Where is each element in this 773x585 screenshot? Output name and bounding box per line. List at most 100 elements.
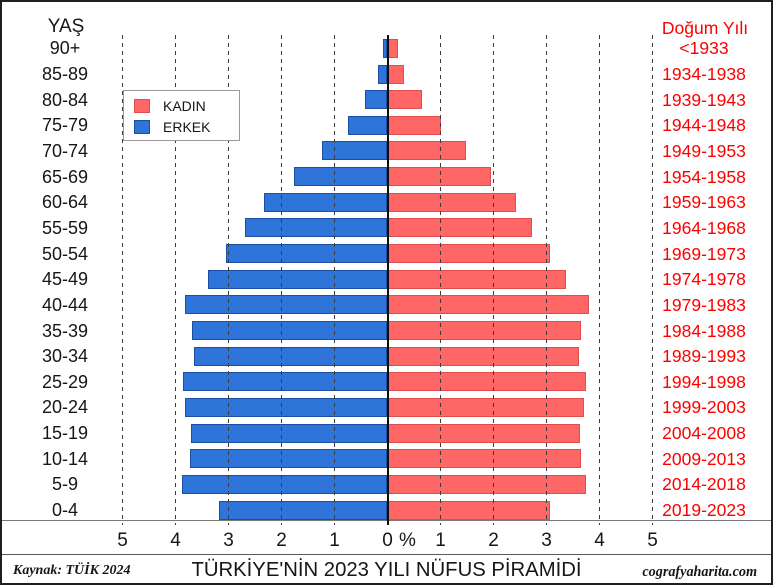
footer-separator-line <box>2 553 771 556</box>
age-label-65-69: 65-69 <box>41 166 89 187</box>
age-label-10-14: 10-14 <box>41 448 89 469</box>
gridline-left-4 <box>174 35 177 525</box>
gridline-left-5 <box>121 35 124 525</box>
bar-female-75-79 <box>387 115 441 135</box>
birth-year-label-2: 1939-1943 <box>662 89 746 110</box>
age-label-55-59: 55-59 <box>41 217 89 238</box>
age-label-80-84: 80-84 <box>41 89 89 110</box>
legend: KADIN ERKEK <box>123 90 240 141</box>
bar-female-45-49 <box>387 269 566 289</box>
x-axis-percent-symbol: % <box>399 530 416 551</box>
x-tick-zero: 0 <box>382 530 393 551</box>
gridline-right-5 <box>651 35 654 525</box>
birth-year-label-4: 1949-1953 <box>662 140 746 161</box>
gridline-right-2 <box>492 35 495 525</box>
birth-year-label-14: 1999-2003 <box>662 397 746 418</box>
bar-male-5-9 <box>181 474 388 494</box>
legend-label-male: ERKEK <box>163 119 211 135</box>
x-tick-left-4: 4 <box>170 530 181 551</box>
bar-female-85-89 <box>387 64 405 84</box>
age-label-50-54: 50-54 <box>41 243 89 264</box>
age-label-60-64: 60-64 <box>41 192 89 213</box>
bar-male-45-49 <box>207 269 388 289</box>
zero-axis-line <box>386 35 389 525</box>
legend-label-female: KADIN <box>163 98 206 114</box>
bar-female-40-44 <box>387 295 589 315</box>
bar-female-5-9 <box>387 474 586 494</box>
age-label-15-19: 15-19 <box>41 423 89 444</box>
bar-male-15-19 <box>190 423 388 443</box>
gridline-right-1 <box>439 35 442 525</box>
age-label-90+: 90+ <box>49 38 81 59</box>
age-label-0-4: 0-4 <box>51 500 78 521</box>
birth-year-label-17: 2014-2018 <box>662 474 746 495</box>
age-label-70-74: 70-74 <box>41 140 89 161</box>
birth-year-label-6: 1959-1963 <box>662 192 746 213</box>
age-label-5-9: 5-9 <box>51 474 78 495</box>
bar-male-75-79 <box>348 115 388 135</box>
x-tick-right-2: 2 <box>488 530 499 551</box>
birth-year-label-12: 1989-1993 <box>662 346 746 367</box>
bar-male-30-34 <box>193 346 388 366</box>
age-label-40-44: 40-44 <box>41 294 89 315</box>
bar-female-35-39 <box>387 321 582 341</box>
bar-male-20-24 <box>184 397 388 417</box>
age-label-20-24: 20-24 <box>41 397 89 418</box>
bar-female-60-64 <box>387 192 516 212</box>
bar-male-60-64 <box>264 192 388 212</box>
bar-male-10-14 <box>189 449 388 469</box>
birth-year-label-16: 2009-2013 <box>662 448 746 469</box>
bar-male-50-54 <box>225 244 388 264</box>
age-label-75-79: 75-79 <box>41 115 89 136</box>
bar-female-20-24 <box>387 397 584 417</box>
bar-female-50-54 <box>387 244 551 264</box>
bar-male-65-69 <box>293 167 388 187</box>
bar-female-30-34 <box>387 346 580 366</box>
age-axis-title: YAŞ <box>47 16 85 37</box>
birth-year-label-0: <1933 <box>679 38 729 59</box>
birth-year-label-13: 1994-1998 <box>662 371 746 392</box>
gridline-right-3 <box>545 35 548 525</box>
watermark: cografyaharita.com <box>642 564 757 580</box>
gridline-left-3 <box>227 35 230 525</box>
birth-year-label-8: 1969-1973 <box>662 243 746 264</box>
x-tick-right-3: 3 <box>541 530 552 551</box>
birth-year-label-15: 2004-2008 <box>662 423 746 444</box>
bar-male-80-84 <box>365 90 388 110</box>
birth-year-label-7: 1964-1968 <box>662 217 746 238</box>
gridline-right-4 <box>598 35 601 525</box>
female-color-swatch <box>134 99 150 113</box>
age-label-25-29: 25-29 <box>41 371 89 392</box>
birth-year-label-5: 1954-1958 <box>662 166 746 187</box>
bar-female-10-14 <box>387 449 582 469</box>
x-tick-left-1: 1 <box>329 530 340 551</box>
age-label-45-49: 45-49 <box>41 269 89 290</box>
bar-male-40-44 <box>185 295 388 315</box>
birth-year-axis-title: Doğum Yılı <box>661 18 749 38</box>
gridline-left-2 <box>280 35 283 525</box>
bar-male-35-39 <box>191 321 388 341</box>
bar-male-70-74 <box>321 141 388 161</box>
source-note: Kaynak: TÜİK 2024 <box>13 563 131 578</box>
bar-female-25-29 <box>387 372 586 392</box>
birth-year-label-11: 1984-1988 <box>662 320 746 341</box>
x-tick-right-4: 4 <box>594 530 605 551</box>
x-tick-left-2: 2 <box>276 530 287 551</box>
bar-female-90+ <box>387 38 398 58</box>
x-tick-right-1: 1 <box>435 530 446 551</box>
age-label-35-39: 35-39 <box>41 320 89 341</box>
birth-year-label-1: 1934-1938 <box>662 64 746 85</box>
bar-female-0-4 <box>387 500 550 520</box>
bar-female-80-84 <box>387 90 422 110</box>
birth-year-label-9: 1974-1978 <box>662 269 746 290</box>
x-tick-left-3: 3 <box>223 530 234 551</box>
bar-female-70-74 <box>387 141 466 161</box>
male-color-swatch <box>134 120 150 134</box>
birth-year-label-3: 1944-1948 <box>662 115 746 136</box>
gridline-left-1 <box>333 35 336 525</box>
x-tick-right-5: 5 <box>647 530 658 551</box>
age-label-30-34: 30-34 <box>41 346 89 367</box>
birth-year-label-18: 2019-2023 <box>662 500 746 521</box>
chart-title: TÜRKİYE'NİN 2023 YILI NÜFUS PİRAMİDİ <box>191 559 582 581</box>
